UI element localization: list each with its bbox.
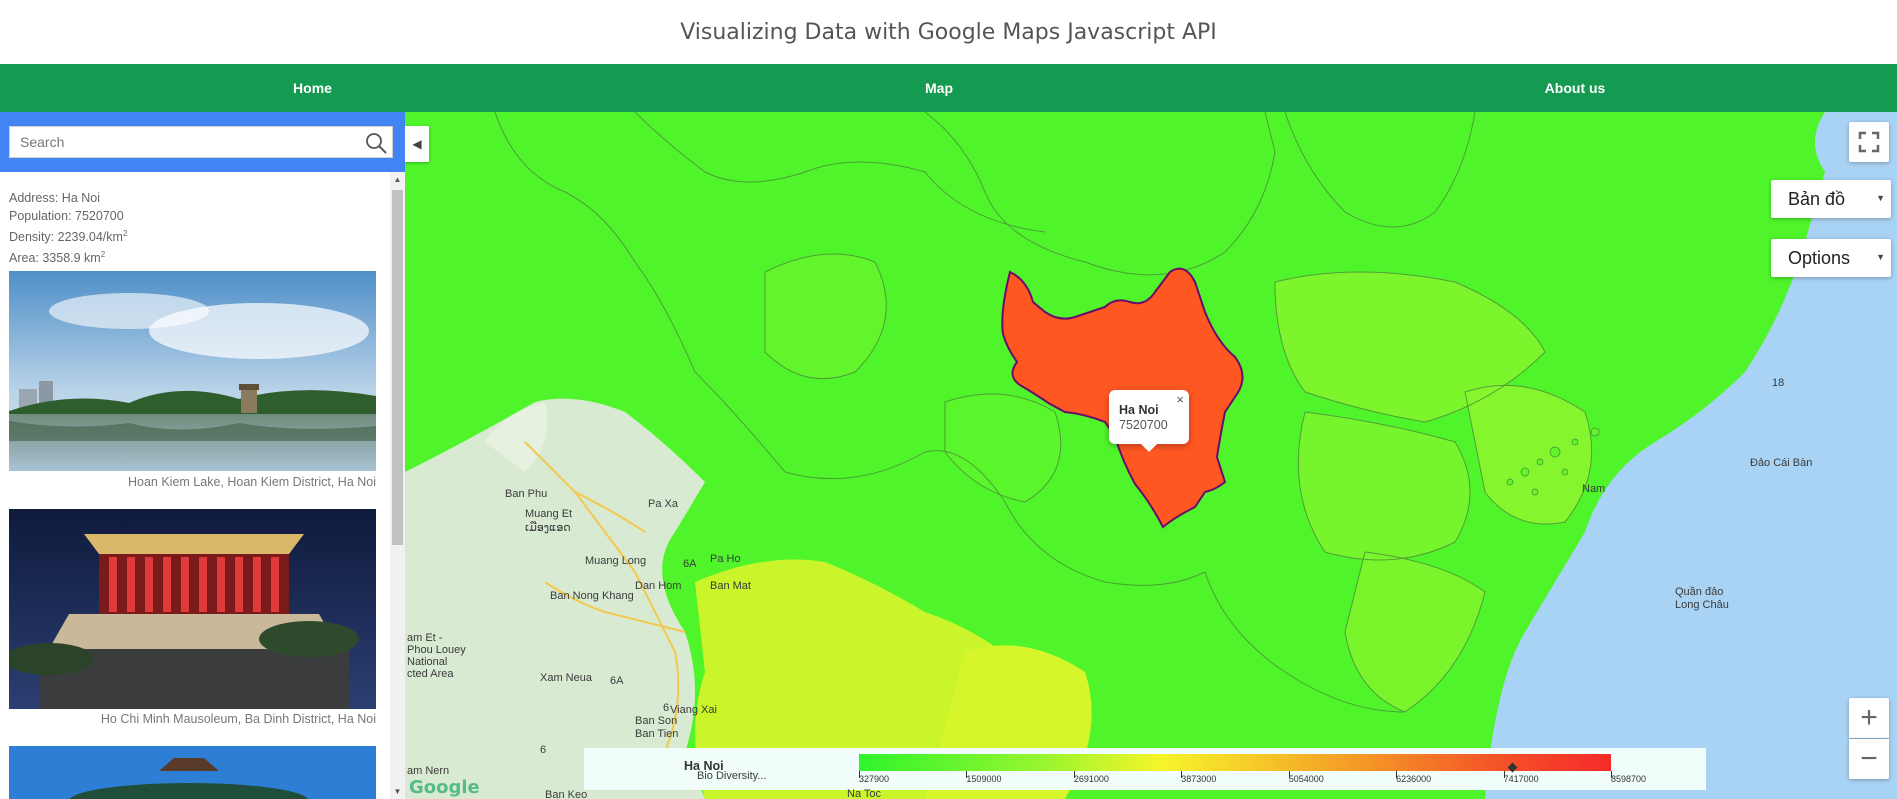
map-place-label: am Et - — [407, 632, 443, 644]
map-type-dropdown[interactable]: Bản đồ ▼ — [1771, 180, 1891, 218]
map-place-label: National — [407, 656, 448, 668]
nav-home[interactable]: Home — [293, 80, 332, 96]
legend-tick-label: 1509000 — [966, 774, 1002, 784]
map-place-label: Ban Son — [635, 715, 678, 727]
legend-tick-label: 3873000 — [1181, 774, 1217, 784]
area-text: Area: 3358.9 km2 — [9, 250, 106, 266]
options-dropdown[interactable]: Options ▼ — [1771, 239, 1891, 277]
legend-region-name: Ha Noi — [684, 759, 724, 773]
legend-tick-label: 8598700 — [1611, 774, 1647, 784]
info-window-value: 7520700 — [1119, 418, 1168, 432]
photo-ho-chi-minh-mausoleum — [9, 509, 376, 709]
photo-caption: Hoan Kiem Lake, Hoan Kiem District, Ha N… — [127, 475, 376, 489]
collapse-sidebar-button[interactable]: ◀ — [405, 126, 429, 162]
map-place-label: 6 — [663, 702, 670, 714]
map-place-label: Muang Long — [585, 555, 647, 567]
nav-about-us[interactable]: About us — [1544, 80, 1606, 96]
search-box — [9, 126, 393, 158]
map-place-label: Đảo Cái Bàn — [1750, 457, 1813, 469]
map-place-label: Dan Hom — [635, 580, 682, 592]
search-input[interactable] — [10, 127, 370, 157]
address-text: Address: Ha Noi — [9, 191, 101, 205]
chevron-down-icon: ▼ — [1876, 252, 1885, 262]
density-text: Density: 2239.04/km2 — [9, 229, 128, 245]
legend-tick-label: 327900 — [859, 774, 890, 784]
color-legend: Ha Noi 327900 1509000 2691000 3873000 505400… — [584, 748, 1706, 790]
map-place-label: Ban Phu — [505, 488, 548, 500]
options-label: Options — [1788, 247, 1851, 268]
legend-value-marker — [1507, 762, 1518, 773]
map-place-label: Phou Louey — [407, 644, 466, 656]
map-canvas — [405, 112, 1897, 799]
fullscreen-icon — [1858, 131, 1880, 153]
map-place-label: Muang Et — [525, 508, 573, 520]
info-window: Ha Noi 7520700 × — [1109, 390, 1189, 452]
place-info: Address: Ha Noi Population: 7520700 Dens… — [9, 189, 127, 267]
info-window-title: Ha Noi — [1119, 403, 1159, 417]
map-place-label: Pa Ho — [710, 553, 741, 565]
map-place-label: 18 — [1772, 377, 1785, 389]
scroll-thumb[interactable] — [392, 190, 403, 545]
map-place-label: Bio Diversity... — [697, 770, 767, 782]
map-place-label: am Nern — [407, 765, 450, 777]
legend-tick-label: 7417000 — [1503, 774, 1539, 784]
sidebar-scrollbar[interactable]: ▲ ▼ — [390, 172, 405, 799]
legend-tick — [1181, 771, 1183, 778]
page-title: Visualizing Data with Google Maps Javasc… — [680, 19, 1217, 45]
population-text: Population: 7520700 — [9, 209, 124, 223]
fullscreen-button[interactable] — [1849, 122, 1889, 162]
search-icon[interactable] — [364, 131, 388, 155]
photo-hoan-kiem-lake — [9, 271, 376, 471]
map-place-label: cted Area — [407, 668, 454, 680]
photo-pagoda — [9, 746, 376, 799]
map-place-label: Xam Neua — [540, 672, 592, 684]
scroll-up-arrow[interactable]: ▲ — [393, 175, 402, 184]
map-place-label: Ban Tien — [635, 728, 679, 740]
sidebar: Address: Ha Noi Population: 7520700 Dens… — [0, 112, 405, 799]
search-bar — [0, 112, 405, 172]
map-place-label: 6A — [683, 558, 697, 570]
map-place-label: Quần đảo — [1675, 586, 1724, 598]
legend-tick-label: 5054000 — [1288, 774, 1324, 784]
legend-tick — [966, 771, 968, 778]
map-place-label: Nam — [1582, 483, 1606, 495]
photo-caption: Ho Chi Minh Mausoleum, Ba Dinh District,… — [100, 712, 376, 726]
main-nav: Home Map About us — [0, 64, 1897, 112]
legend-tick — [1503, 771, 1505, 778]
legend-gradient-bar — [859, 754, 1611, 773]
choropleth-map[interactable]: ◀ Bản đồ ▼ Options ▼ + − Ha Noi 7520700 … — [405, 112, 1897, 799]
map-type-label: Bản đồ — [1788, 188, 1846, 209]
close-icon[interactable]: × — [1176, 392, 1184, 407]
legend-tick — [1611, 771, 1612, 778]
legend-tick — [1288, 771, 1290, 778]
map-place-label: 6A — [610, 675, 624, 687]
map-place-label: 6 — [540, 744, 547, 756]
chevron-down-icon: ▼ — [1876, 193, 1885, 203]
map-place-label: Pa Xa — [648, 498, 678, 510]
map-place-label: Na Toc — [847, 788, 882, 799]
nav-map[interactable]: Map — [925, 80, 953, 96]
legend-tick-label: 6236000 — [1396, 774, 1432, 784]
map-place-label: Ban Keo — [545, 789, 588, 799]
place-details: Address: Ha Noi Population: 7520700 Dens… — [0, 172, 390, 799]
zoom-out-button[interactable]: − — [1849, 739, 1889, 779]
legend-tick — [1073, 771, 1075, 778]
legend-tick — [859, 771, 860, 778]
map-place-label: Ban Mat — [710, 580, 751, 592]
legend-tick-label: 2691000 — [1073, 774, 1109, 784]
zoom-in-button[interactable]: + — [1849, 698, 1889, 738]
legend-tick — [1396, 771, 1398, 778]
map-place-label: Viang Xai — [670, 704, 717, 716]
map-place-label: Ban Nong Khang — [550, 590, 634, 602]
map-place-label: Long Châu — [1675, 599, 1729, 611]
google-logo: Google — [409, 777, 480, 798]
scroll-down-arrow[interactable]: ▼ — [393, 787, 402, 796]
map-place-label: ເມືອງແອດ — [525, 522, 571, 534]
